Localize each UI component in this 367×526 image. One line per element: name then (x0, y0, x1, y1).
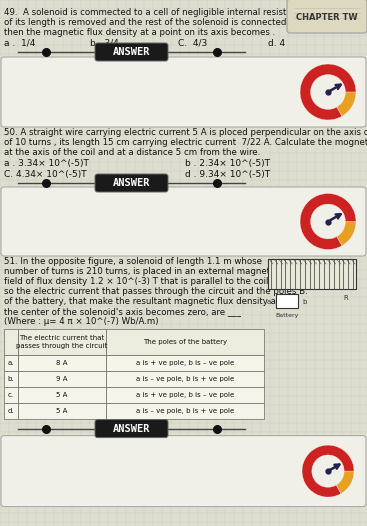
Text: C. 4.34× 10^(-5)T: C. 4.34× 10^(-5)T (4, 170, 87, 179)
Bar (4, 355, 18, 371)
Text: b.: b. (8, 376, 14, 381)
FancyBboxPatch shape (1, 436, 366, 507)
Text: then the magnetic flux density at a point on its axis becomes .: then the magnetic flux density at a poin… (4, 28, 275, 37)
Text: d. 4: d. 4 (268, 39, 285, 48)
Text: a . 3.34× 10^(-5)T: a . 3.34× 10^(-5)T (4, 159, 89, 168)
Bar (18, 371, 106, 387)
Text: Battery: Battery (275, 313, 299, 318)
Bar (106, 329, 264, 355)
Text: b . 2.34× 10^(-5)T: b . 2.34× 10^(-5)T (185, 159, 270, 168)
Text: 8 A: 8 A (56, 360, 68, 366)
Bar (106, 387, 264, 402)
Wedge shape (302, 445, 354, 495)
FancyBboxPatch shape (1, 57, 366, 127)
Text: a is – ve pole, b is + ve pole: a is – ve pole, b is + ve pole (136, 408, 234, 413)
Text: The electric current that
passes through the circuit: The electric current that passes through… (16, 335, 108, 349)
Bar (106, 402, 264, 419)
Text: of the battery, that make the resultant magnetic flux density at: of the battery, that make the resultant … (4, 297, 279, 306)
Text: so the electric current that passes through the circuit and the poles B.: so the electric current that passes thro… (4, 287, 308, 296)
FancyBboxPatch shape (95, 420, 168, 438)
Text: d . 9.34× 10^(-5)T: d . 9.34× 10^(-5)T (185, 170, 270, 179)
Text: 50. A straight wire carrying electric current 5 A is ploced perpendicular on the: 50. A straight wire carrying electric cu… (4, 128, 367, 137)
Bar (4, 387, 18, 402)
Text: a.: a. (8, 360, 14, 366)
Bar (18, 355, 106, 371)
Text: ANSWER: ANSWER (113, 47, 150, 57)
Text: at the axis of the coil and at a distance 5 cm from the wire.: at the axis of the coil and at a distanc… (4, 148, 260, 157)
Text: C.  4/3: C. 4/3 (178, 39, 207, 48)
Bar (276, 294, 298, 308)
Text: b.  3/4: b. 3/4 (90, 39, 119, 48)
Bar (4, 402, 18, 419)
Bar (268, 259, 356, 289)
Text: 9 A: 9 A (56, 376, 68, 381)
Bar (4, 371, 18, 387)
Text: 51. In the opposite figure, a solenoid of length 1.1 m whose: 51. In the opposite figure, a solenoid o… (4, 257, 262, 266)
Bar (18, 387, 106, 402)
Text: a is – ve pole, b is + ve pole: a is – ve pole, b is + ve pole (136, 376, 234, 381)
Text: The poles of the battery: The poles of the battery (143, 339, 227, 345)
Text: (Where : μ= 4 π × 10^(-7) Wb/A.m): (Where : μ= 4 π × 10^(-7) Wb/A.m) (4, 317, 159, 326)
Text: number of turns is 210 turns, is placed in an external magnetic: number of turns is 210 turns, is placed … (4, 267, 277, 276)
Text: d.: d. (8, 408, 14, 413)
Wedge shape (300, 64, 356, 118)
Text: R: R (344, 295, 348, 301)
Text: ANSWER: ANSWER (113, 178, 150, 188)
Text: field of flux density 1.2 × 10^(-3) T that is parallel to the coil's axis,: field of flux density 1.2 × 10^(-3) T th… (4, 277, 298, 286)
Text: a: a (267, 299, 271, 305)
Wedge shape (302, 445, 354, 497)
Wedge shape (300, 64, 356, 120)
Text: a is + ve pole, b is – ve pole: a is + ve pole, b is – ve pole (136, 391, 234, 398)
Text: 5 A: 5 A (56, 408, 68, 413)
Wedge shape (300, 64, 356, 120)
Text: c.: c. (8, 391, 14, 398)
Bar (18, 329, 106, 355)
Bar (106, 371, 264, 387)
FancyBboxPatch shape (1, 187, 366, 256)
Text: of 10 turns , its length 15 cm carrying electric current  7/22 A. Calculate the : of 10 turns , its length 15 cm carrying … (4, 138, 367, 147)
FancyBboxPatch shape (95, 174, 168, 192)
Text: a .  1/4: a . 1/4 (4, 39, 35, 48)
Text: 49.  A solenoid is commected to a cell of negligible internal resistance . If a : 49. A solenoid is commected to a cell of… (4, 8, 364, 17)
Wedge shape (300, 194, 356, 249)
Text: of its length is removed and the rest of the solenoid is connected to the same c: of its length is removed and the rest of… (4, 18, 361, 27)
Wedge shape (300, 194, 356, 249)
FancyBboxPatch shape (287, 0, 367, 33)
Text: the center of the solenoid's axis becomes zero, are ___: the center of the solenoid's axis become… (4, 307, 241, 316)
Text: ANSWER: ANSWER (113, 423, 150, 433)
Bar (106, 355, 264, 371)
Bar (4, 329, 18, 355)
Text: b: b (302, 299, 306, 305)
Text: CHAPTER TW: CHAPTER TW (296, 14, 358, 23)
Bar (18, 402, 106, 419)
FancyBboxPatch shape (95, 43, 168, 61)
Wedge shape (302, 445, 354, 497)
Wedge shape (300, 194, 356, 248)
Text: a is + ve pole, b is – ve pole: a is + ve pole, b is – ve pole (136, 360, 234, 366)
Text: 5 A: 5 A (56, 391, 68, 398)
